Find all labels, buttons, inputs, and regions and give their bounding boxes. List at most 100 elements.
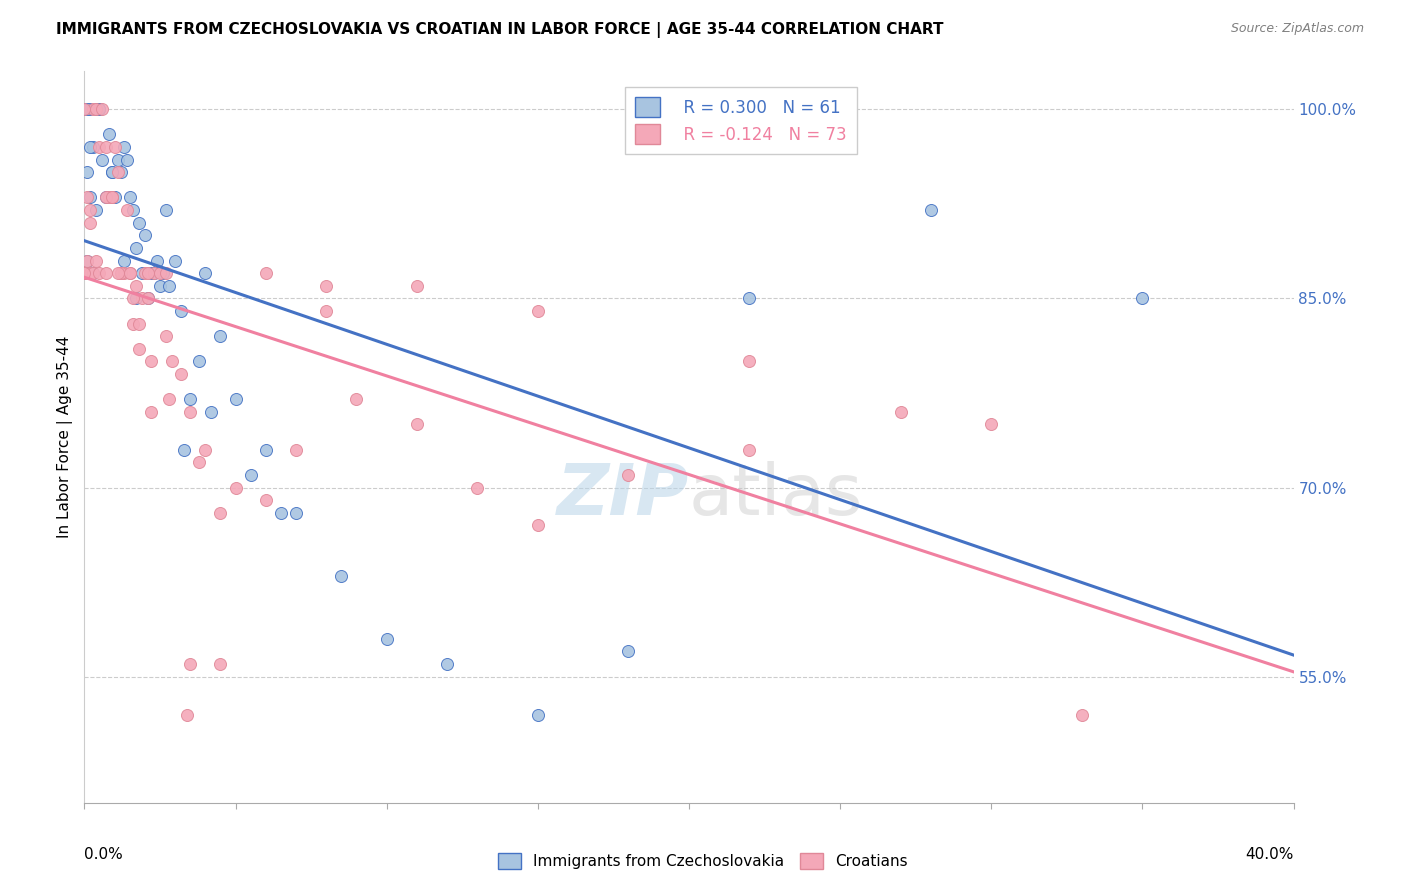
Point — [617, 467, 640, 482]
Point — [375, 632, 398, 646]
Point — [125, 241, 148, 255]
Point — [82, 266, 104, 280]
Point — [270, 506, 292, 520]
Point — [134, 228, 156, 243]
Point — [100, 165, 122, 179]
Point — [920, 203, 942, 218]
Point — [100, 190, 122, 204]
Point — [118, 266, 141, 280]
Point — [89, 140, 111, 154]
Point — [79, 190, 101, 204]
Point — [112, 266, 135, 280]
Point — [176, 707, 198, 722]
Point — [527, 518, 550, 533]
Point — [209, 329, 232, 343]
Point — [179, 392, 201, 407]
Point — [142, 266, 165, 280]
Point — [79, 216, 101, 230]
Point — [73, 102, 96, 116]
Point — [73, 266, 96, 280]
Point — [155, 266, 177, 280]
Point — [121, 203, 143, 218]
Point — [188, 354, 211, 368]
Point — [142, 266, 165, 280]
Legend:   R = 0.300   N = 61,   R = -0.124   N = 73: R = 0.300 N = 61, R = -0.124 N = 73 — [624, 87, 856, 154]
Point — [225, 392, 247, 407]
Point — [91, 102, 114, 116]
Point — [139, 266, 162, 280]
Point — [170, 367, 193, 381]
Point — [73, 266, 96, 280]
Point — [179, 405, 201, 419]
Point — [118, 190, 141, 204]
Point — [406, 417, 429, 432]
Point — [97, 190, 120, 204]
Point — [980, 417, 1002, 432]
Point — [121, 291, 143, 305]
Point — [100, 165, 122, 179]
Point — [89, 102, 111, 116]
Point — [209, 506, 232, 520]
Point — [110, 266, 132, 280]
Point — [254, 266, 277, 280]
Point — [91, 153, 114, 167]
Text: atlas: atlas — [689, 461, 863, 530]
Point — [76, 102, 98, 116]
Point — [79, 203, 101, 218]
Point — [121, 317, 143, 331]
Point — [738, 291, 761, 305]
Point — [149, 278, 172, 293]
Point — [76, 253, 98, 268]
Point — [890, 405, 912, 419]
Point — [165, 253, 187, 268]
Point — [179, 657, 201, 671]
Point — [110, 266, 132, 280]
Point — [107, 153, 129, 167]
Point — [239, 467, 262, 482]
Point — [73, 266, 96, 280]
Point — [86, 203, 108, 218]
Point — [73, 102, 96, 116]
Text: 0.0%: 0.0% — [84, 847, 124, 862]
Point — [527, 707, 550, 722]
Point — [94, 190, 117, 204]
Point — [76, 165, 98, 179]
Point — [146, 253, 169, 268]
Point — [136, 266, 159, 280]
Text: 40.0%: 40.0% — [1246, 847, 1294, 862]
Point — [86, 102, 108, 116]
Point — [527, 304, 550, 318]
Point — [188, 455, 211, 469]
Point — [136, 291, 159, 305]
Legend: Immigrants from Czechoslovakia, Croatians: Immigrants from Czechoslovakia, Croatian… — [492, 847, 914, 875]
Y-axis label: In Labor Force | Age 35-44: In Labor Force | Age 35-44 — [58, 336, 73, 538]
Point — [82, 140, 104, 154]
Point — [194, 266, 217, 280]
Point — [79, 140, 101, 154]
Point — [194, 442, 217, 457]
Point — [139, 405, 162, 419]
Point — [157, 392, 180, 407]
Point — [79, 266, 101, 280]
Point — [115, 203, 138, 218]
Point — [86, 102, 108, 116]
Point — [346, 392, 368, 407]
Point — [79, 102, 101, 116]
Point — [254, 442, 277, 457]
Point — [738, 354, 761, 368]
Point — [107, 266, 129, 280]
Point — [170, 304, 193, 318]
Point — [104, 190, 127, 204]
Point — [89, 102, 111, 116]
Point — [134, 266, 156, 280]
Point — [128, 317, 150, 331]
Point — [155, 329, 177, 343]
Point — [107, 165, 129, 179]
Point — [285, 442, 308, 457]
Point — [110, 165, 132, 179]
Point — [94, 266, 117, 280]
Text: Source: ZipAtlas.com: Source: ZipAtlas.com — [1230, 22, 1364, 36]
Point — [136, 291, 159, 305]
Point — [173, 442, 195, 457]
Point — [254, 493, 277, 508]
